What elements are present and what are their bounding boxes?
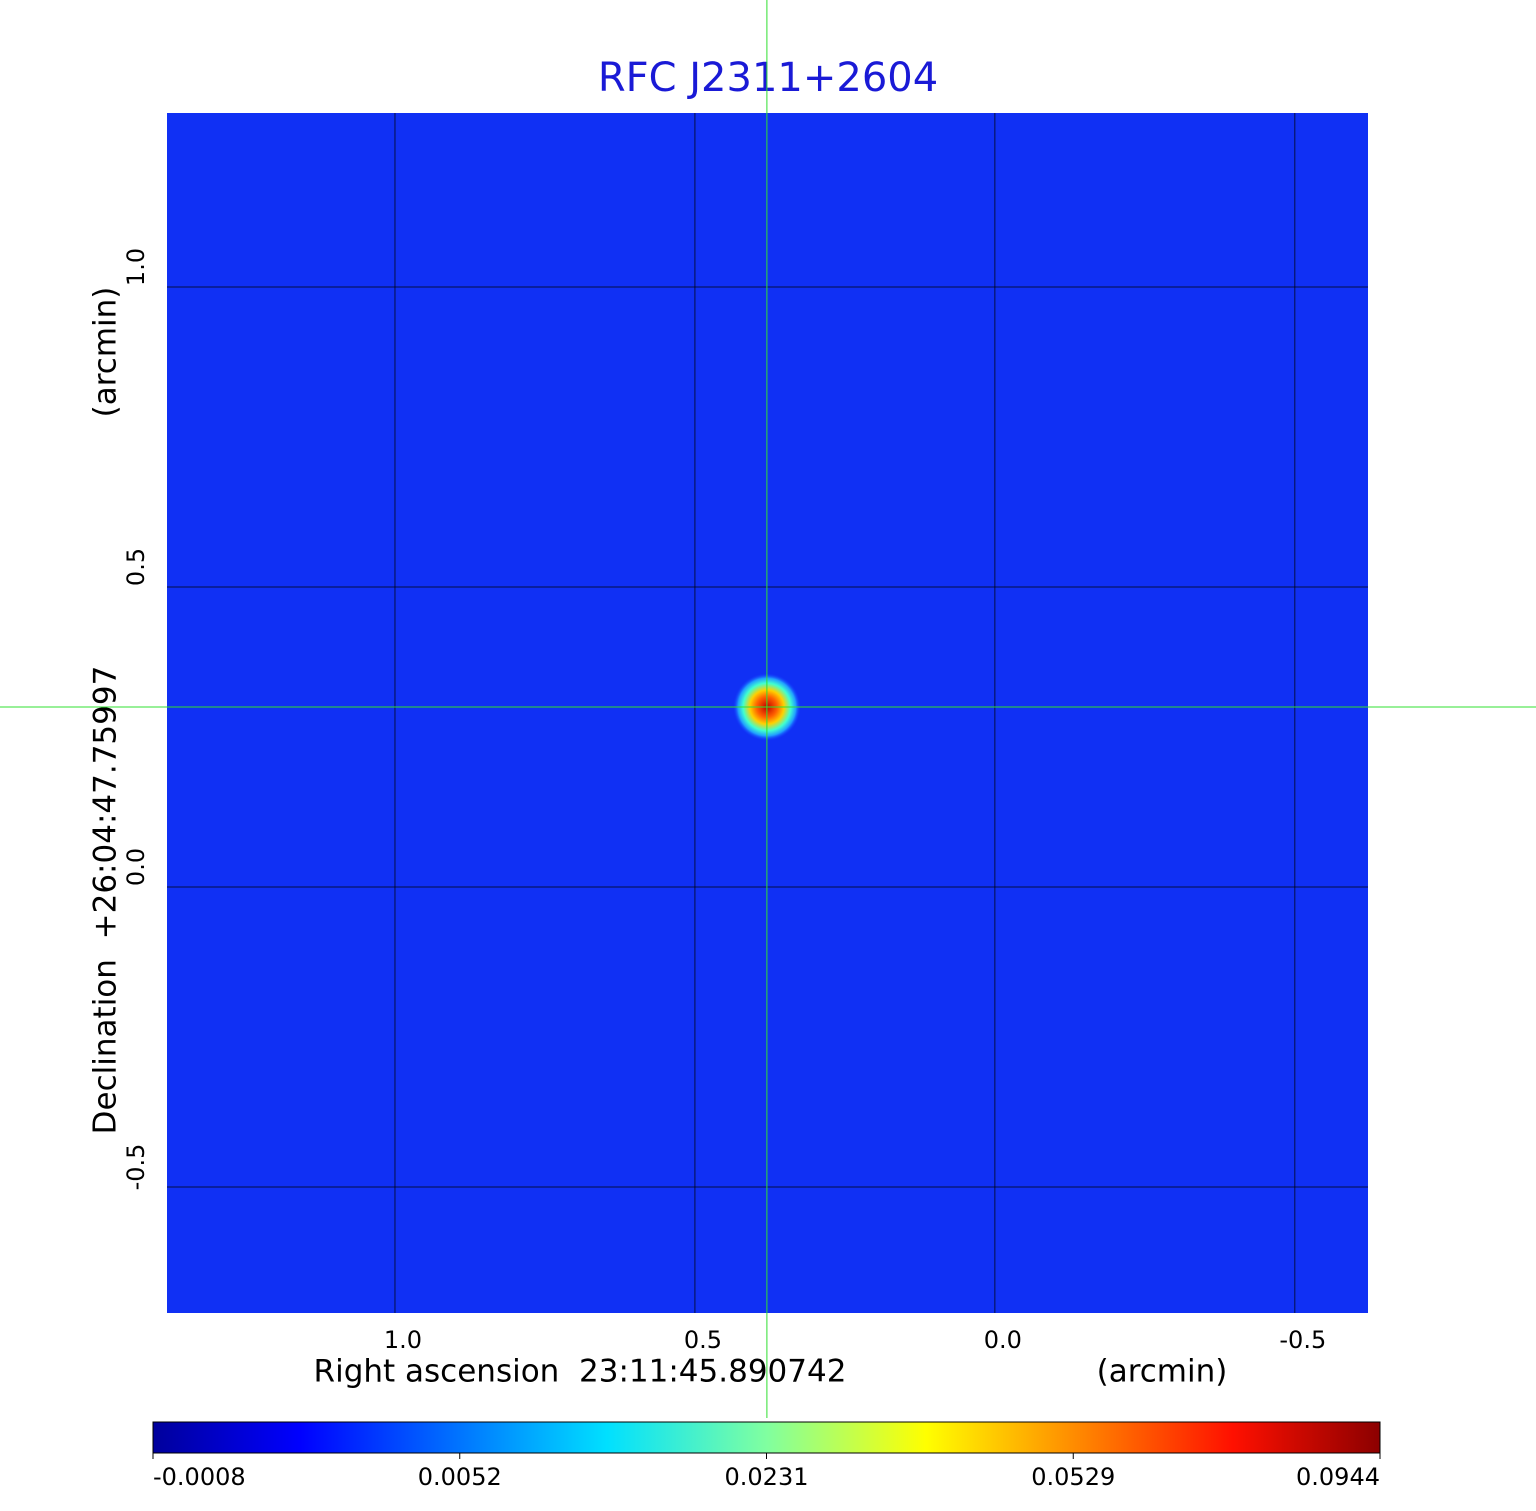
y-axis-label: Declination +26:04:47.75997	[88, 666, 124, 1135]
colorbar-tick-label: -0.0008	[153, 1463, 246, 1491]
x-tick-label: 1.0	[384, 1326, 422, 1354]
colorbar-tick-label: 0.0944	[1296, 1463, 1380, 1491]
x-tick-label: 0.5	[684, 1326, 722, 1354]
chart-title: RFC J2311+2604	[598, 55, 938, 101]
colorbar-tick-label: 0.0231	[725, 1463, 809, 1491]
y-axis-unit: (arcmin)	[88, 287, 124, 418]
colorbar-tick-label: 0.0529	[1031, 1463, 1115, 1491]
x-tick-label: 0.0	[984, 1326, 1022, 1354]
colorbar-tick-label: 0.0052	[418, 1463, 502, 1491]
x-tick-label: -0.5	[1279, 1326, 1326, 1354]
y-tick-label: 1.0	[122, 248, 150, 286]
colorbar	[152, 1421, 1381, 1454]
y-tick-label: 0.5	[122, 548, 150, 586]
y-tick-label: 0.0	[122, 848, 150, 886]
y-tick-label: -0.5	[122, 1144, 150, 1191]
x-axis-unit: (arcmin)	[1097, 1354, 1228, 1390]
x-axis-label: Right ascension 23:11:45.890742	[314, 1354, 847, 1390]
